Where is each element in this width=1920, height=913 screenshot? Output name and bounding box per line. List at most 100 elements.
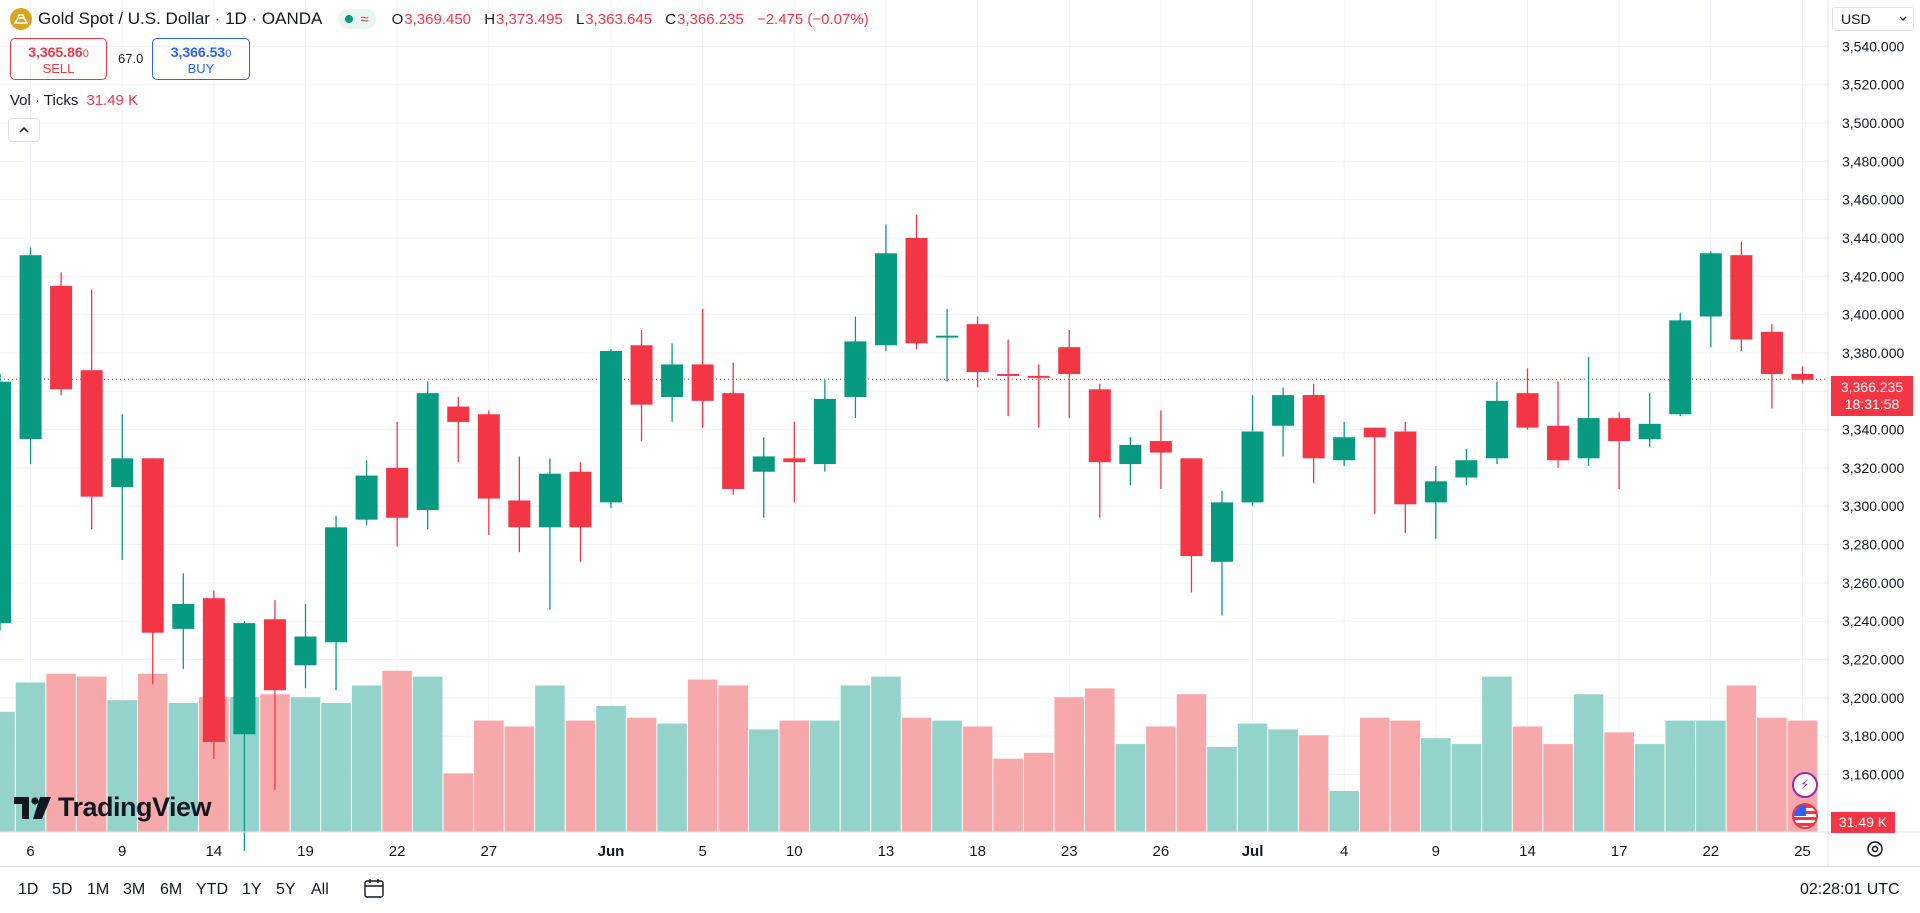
range-ytd-button[interactable]: YTD	[196, 881, 228, 898]
volume-bar	[1237, 723, 1268, 832]
volume-bar	[779, 720, 810, 832]
price-tick-label: 3,520.000	[1842, 77, 1904, 93]
volume-bar	[321, 703, 351, 832]
range-3m-button[interactable]: 3M	[123, 881, 146, 898]
price-tick-label: 3,340.000	[1842, 422, 1904, 438]
price-tick-label: 3,280.000	[1842, 537, 1904, 553]
volume-bar	[137, 673, 168, 832]
us-flag-icon[interactable]	[1792, 803, 1818, 829]
buy-button[interactable]: 3,366.530 BUY	[152, 38, 250, 80]
candle	[1363, 427, 1386, 514]
time-tick-label: 14	[206, 843, 223, 860]
utc-clock[interactable]: 02:28:01 UTC	[1800, 881, 1900, 898]
price-tick-label: 3,160.000	[1842, 767, 1904, 783]
currency-selector[interactable]: USD	[1832, 7, 1914, 31]
chart-canvas[interactable]: 3,160.000 3,180.000 3,200.000 3,220.000 3,24…	[0, 0, 1920, 866]
volume-bar	[1085, 688, 1115, 832]
candle-body	[233, 623, 256, 735]
high-value: 3,373.495	[496, 10, 563, 28]
tradingview-logo[interactable]: TradingView	[14, 792, 212, 823]
candle	[1119, 437, 1142, 486]
candle	[202, 590, 225, 760]
candle-body	[1760, 331, 1783, 375]
price-tick-label: 3,220.000	[1842, 652, 1904, 668]
symbol-title[interactable]: Gold Spot / U.S. Dollar · 1D · OANDA	[38, 9, 323, 28]
price-tick-label: 3,460.000	[1842, 192, 1904, 208]
candle	[813, 379, 836, 472]
bar-countdown: 18:31:58	[1844, 396, 1900, 412]
candle-body	[1699, 253, 1722, 317]
candle	[936, 308, 959, 382]
candle-body	[172, 603, 195, 629]
change-value: −2.475 (−0.07%)	[756, 10, 869, 28]
range-5y-button[interactable]: 5Y	[276, 881, 296, 898]
candle	[19, 247, 42, 465]
last-price: 3,366.235	[1840, 379, 1904, 395]
sell-button[interactable]: 3,365.860 SELL	[10, 38, 107, 80]
price-tick-label: 3,500.000	[1842, 115, 1904, 131]
volume-bar	[1512, 726, 1543, 832]
range-6m-button[interactable]: 6M	[160, 881, 183, 898]
range-1y-button[interactable]: 1Y	[242, 881, 262, 898]
volume-bar	[1115, 744, 1146, 832]
time-tick-label: 4	[1340, 843, 1348, 860]
candle-body	[1424, 481, 1447, 503]
time-tick-label: 5	[698, 843, 706, 860]
candle-body	[1180, 458, 1203, 557]
candle	[569, 462, 592, 562]
candle	[111, 414, 134, 560]
time-tick-label: 17	[1611, 843, 1628, 860]
time-tick-label: 25	[1794, 843, 1811, 860]
range-all-button[interactable]: All	[311, 881, 329, 898]
volume-bar	[1268, 729, 1298, 832]
lightning-icon[interactable]: ⚡	[1792, 772, 1818, 798]
time-tick-label: 14	[1519, 843, 1536, 860]
volume-bar	[351, 685, 382, 832]
candle	[1760, 324, 1783, 409]
candle	[905, 214, 928, 350]
candle-body	[630, 345, 653, 405]
candle-body	[355, 475, 378, 520]
market-status[interactable]: ≈	[338, 9, 376, 29]
range-1d-button[interactable]: 1D	[18, 881, 39, 898]
range-1m-button[interactable]: 1M	[87, 881, 110, 898]
candle-body	[1455, 460, 1478, 478]
candle	[1088, 383, 1111, 518]
volume-bar	[718, 685, 748, 832]
volume-bar	[871, 676, 901, 832]
volume-bar	[290, 697, 321, 832]
candle-body	[936, 335, 959, 338]
volume-bar	[1421, 738, 1451, 832]
candle	[1455, 448, 1478, 486]
candle	[263, 600, 286, 790]
wave-icon: ≈	[360, 10, 369, 28]
candle-body	[1669, 320, 1692, 415]
volume-bar	[1634, 744, 1665, 832]
volume-bar	[1543, 744, 1573, 832]
candle-body	[1088, 389, 1111, 463]
volume-bar	[748, 729, 779, 832]
chevron-up-icon	[19, 126, 29, 133]
candle-body	[569, 471, 592, 528]
volume-legend[interactable]: Vol · Ticks 31.49 K	[10, 92, 139, 109]
candle-body	[1547, 425, 1570, 461]
gold-symbol-icon	[10, 8, 32, 30]
low-value: 3,363.645	[585, 10, 653, 28]
candle-body	[1608, 418, 1631, 442]
price-tick-label: 3,300.000	[1842, 498, 1904, 514]
collapse-legend-button[interactable]	[8, 118, 40, 142]
ohlc-values: O3,369.450 H3,373.495 L3,363.645 C3,366.…	[391, 10, 869, 28]
candle	[1424, 465, 1447, 539]
candle	[1547, 381, 1570, 468]
candle-body	[1791, 374, 1814, 380]
candle-body	[325, 527, 348, 643]
candle	[752, 437, 775, 518]
time-tick-label: 27	[480, 843, 497, 860]
symbol-legend: Gold Spot / U.S. Dollar · 1D · OANDA ≈ O…	[10, 8, 878, 30]
range-5d-button[interactable]: 5D	[52, 881, 73, 898]
volume-bar	[1329, 790, 1359, 832]
price-tick-label: 3,380.000	[1842, 345, 1904, 361]
candle-body	[1211, 502, 1233, 562]
date-range-calendar-icon[interactable]	[362, 877, 388, 901]
settings-gear-icon[interactable]	[1864, 838, 1886, 860]
